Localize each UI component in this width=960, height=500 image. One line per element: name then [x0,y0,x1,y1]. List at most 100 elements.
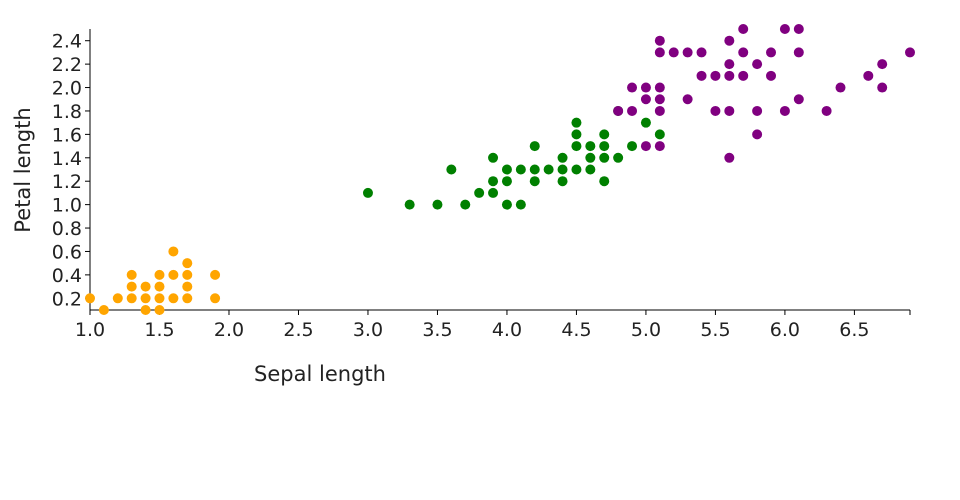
scatter-point [210,293,221,304]
scatter-point [905,47,915,58]
x-tick-label: 4.5 [561,319,591,341]
scatter-point [210,269,221,280]
scatter-point [488,187,499,198]
y-tick-label: 2.0 [52,78,82,100]
scatter-point [779,105,790,116]
scatter-point [863,70,874,81]
scatter-point [710,70,721,81]
scatter-point [640,82,651,93]
scatter-point [432,199,443,210]
scatter-point [98,305,109,315]
scatter-point [724,105,735,116]
scatter-point [738,24,749,34]
scatter-point [752,105,763,116]
scatter-point [585,152,596,163]
scatter-point [557,176,568,187]
scatter-point [724,59,735,70]
x-tick-label: 5.0 [631,319,661,341]
x-tick-label: 2.5 [283,319,313,341]
scatter-point [724,152,735,163]
scatter-point [515,164,526,175]
x-tick-label: 1.0 [75,319,105,341]
scatter-point [654,82,665,93]
scatter-point [154,293,165,304]
scatter-point [710,105,721,116]
scatter-point [599,141,610,152]
x-axis-title: Sepal length [254,362,386,386]
scatter-point [696,47,707,58]
y-axis-title: Petal length [11,107,35,232]
scatter-point [168,246,179,257]
scatter-point [640,141,651,152]
scatter-point [112,293,123,304]
scatter-point [154,281,165,292]
y-tick-label: 1.0 [52,195,82,217]
scatter-point [154,305,165,315]
scatter-point [654,141,665,152]
scatter-point [182,281,193,292]
y-tick-label: 0.2 [52,288,82,310]
scatter-point [488,176,499,187]
scatter-point [529,176,540,187]
scatter-point [835,82,846,93]
scatter-point [126,269,137,280]
scatter-point [529,141,540,152]
scatter-point [640,117,651,128]
scatter-point [140,281,151,292]
scatter-point [877,82,888,93]
y-tick-label: 0.6 [52,241,82,263]
scatter-point [126,281,137,292]
x-axis: 1.0 1.5 2.0 2.5 3.0 3.5 4.0 4.5 5.0 5.5 6.0 6.5 [75,309,911,341]
scatter-point [696,70,707,81]
y-tick-label: 1.2 [52,171,82,193]
scatter-point [779,24,790,34]
y-tick-label: 2.4 [52,31,82,53]
scatter-point [182,269,193,280]
scatter-point [501,164,512,175]
y-tick-label: 0.4 [52,265,82,287]
scatter-point [571,117,582,128]
scatter-point [571,141,582,152]
y-tick-label: 1.6 [52,124,82,146]
scatter-point [182,293,193,304]
scatter-point [557,164,568,175]
scatter-point [404,199,415,210]
scatter-point [654,35,665,46]
scatter-point [724,70,735,81]
y-tick-label: 1.4 [52,148,82,170]
scatter-point [877,59,888,70]
scatter-point [640,94,651,105]
y-tick-label: 0.8 [52,218,82,240]
scatter-point [752,59,763,70]
data-points [85,24,915,315]
scatter-point [168,269,179,280]
scatter-point [627,105,638,116]
scatter-point [766,47,777,58]
x-tick-label: 4.0 [492,319,522,341]
scatter-point [501,176,512,187]
scatter-point [654,47,665,58]
scatter-point [571,129,582,140]
scatter-point [446,164,457,175]
scatter-point [627,141,638,152]
y-tick-label: 1.8 [52,101,82,123]
scatter-point [362,187,373,198]
scatter-point [585,164,596,175]
scatter-point [599,176,610,187]
scatter-point [654,105,665,116]
y-tick-label: 2.2 [52,54,82,76]
scatter-point [557,152,568,163]
x-tick-label: 3.5 [422,319,452,341]
scatter-point [126,293,137,304]
x-tick-label: 5.5 [700,319,730,341]
scatter-point [682,47,693,58]
x-tick-label: 6.5 [839,319,869,341]
scatter-point [154,269,165,280]
scatter-point [140,305,151,315]
scatter-point [627,82,638,93]
scatter-point [613,105,624,116]
scatter-point [585,141,596,152]
scatter-point [793,94,804,105]
scatter-point [168,293,179,304]
scatter-point [543,164,554,175]
